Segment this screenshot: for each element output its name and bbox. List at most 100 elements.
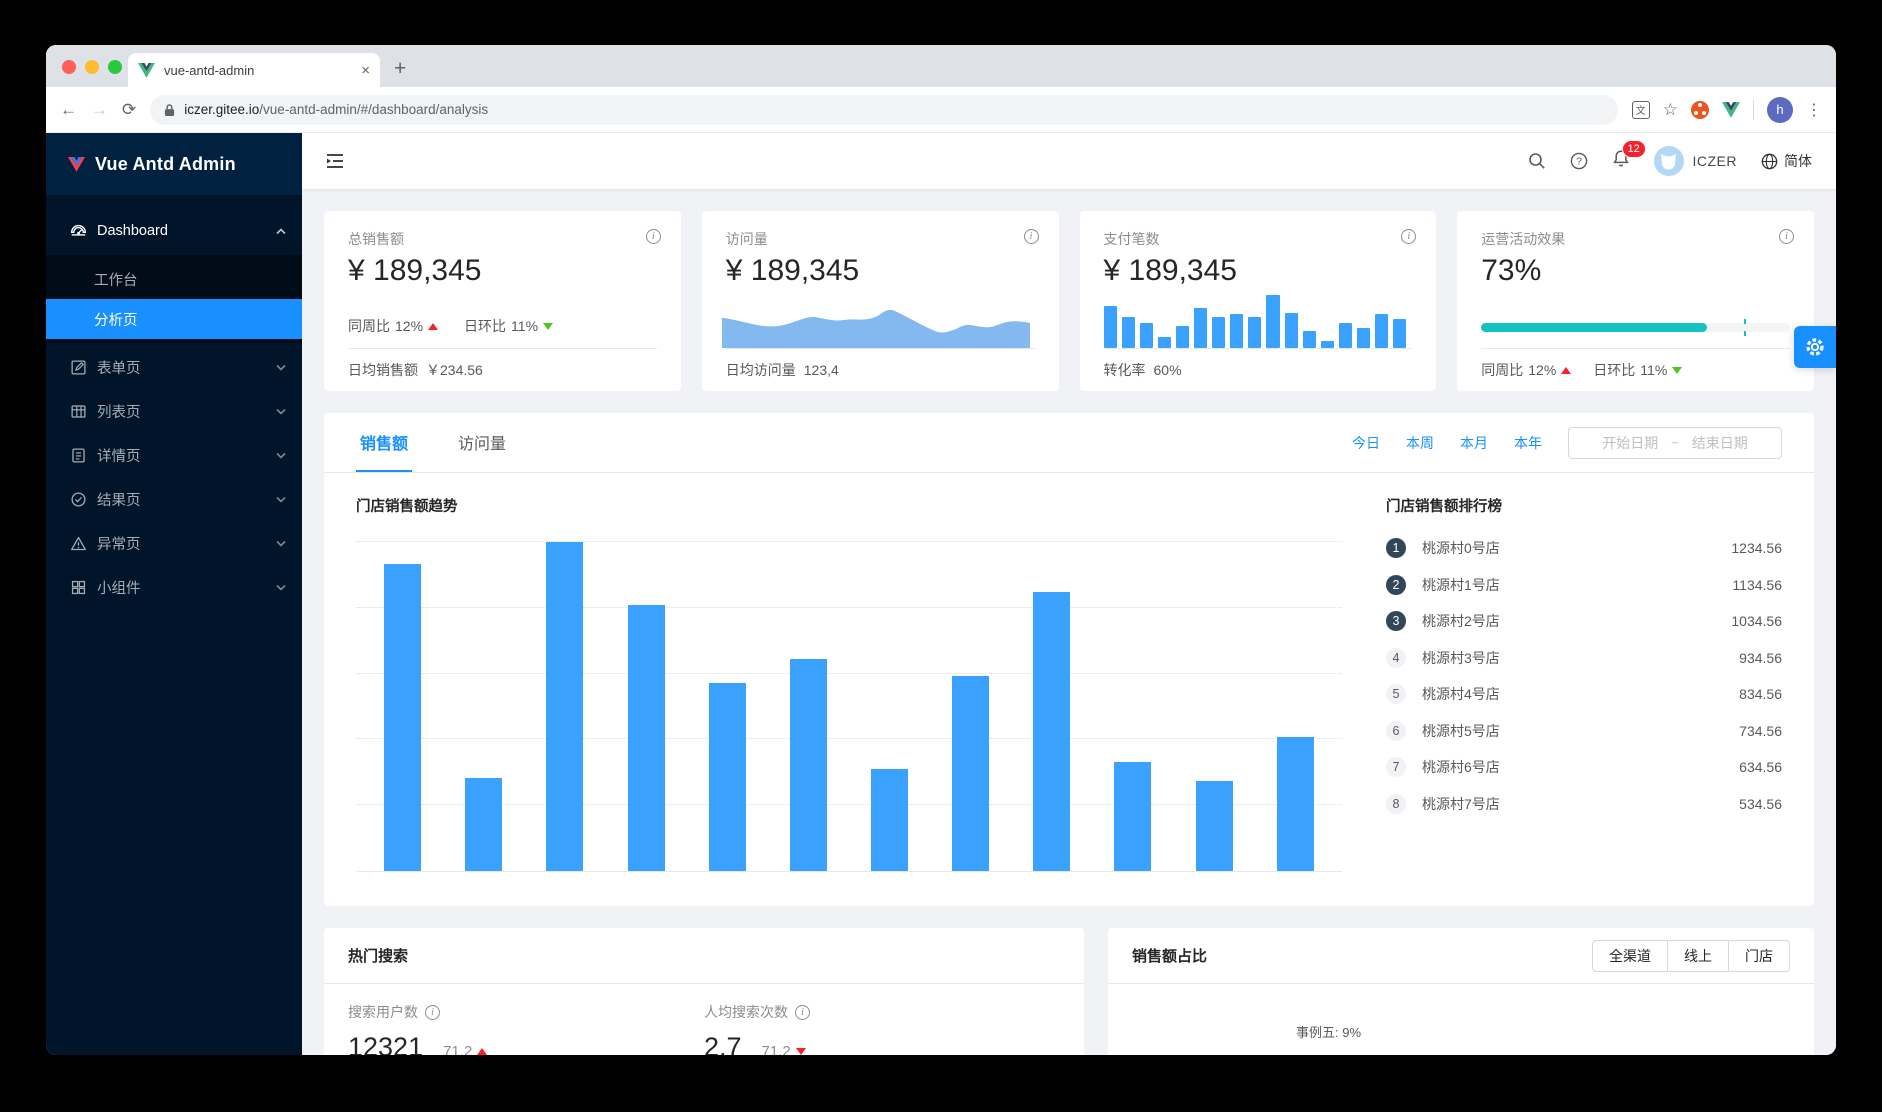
sidebar-item-label: 工作台 (94, 272, 138, 289)
sidebar-item-workplace[interactable]: 工作台 (46, 259, 302, 299)
info-icon[interactable]: i (645, 229, 661, 244)
date-separator: ~ (1671, 435, 1679, 450)
chevron-down-icon (276, 364, 286, 371)
sidebar-item-exception[interactable]: 异常页 (46, 523, 302, 563)
sidebar-item-form[interactable]: 表单页 (46, 347, 302, 387)
user-menu[interactable]: ICZER (1653, 146, 1738, 176)
metric-value: 12321 (348, 1032, 424, 1055)
minimize-window-button[interactable] (85, 60, 99, 74)
mini-bar (1139, 322, 1153, 348)
trend-label: 同周比 (348, 318, 390, 334)
info-icon[interactable]: i (1401, 229, 1417, 244)
profile-icon (72, 447, 85, 463)
sales-bar (1033, 592, 1071, 871)
mini-bar (1157, 336, 1171, 348)
dashboard-icon (71, 224, 86, 236)
caret-down-icon (1672, 366, 1683, 374)
sidebar-item-result[interactable]: 结果页 (46, 479, 302, 519)
locale-switcher[interactable]: 简体 (1761, 151, 1812, 171)
translate-icon[interactable]: 文 (1631, 100, 1650, 119)
tab-sales[interactable]: 销售额 (356, 413, 413, 472)
browser-tab[interactable]: vue-antd-admin × (128, 53, 380, 87)
check-circle-icon (71, 491, 86, 507)
new-tab-button[interactable]: + (394, 57, 407, 80)
table-icon (71, 404, 86, 418)
start-date-input[interactable] (1593, 434, 1668, 451)
notifications-button[interactable]: 12 (1612, 140, 1646, 173)
browser-profile-avatar[interactable]: h (1767, 96, 1793, 123)
close-window-button[interactable] (62, 60, 76, 74)
mini-bar (1375, 314, 1389, 348)
activity-progress-fill (1481, 323, 1707, 332)
info-icon[interactable]: i (1023, 229, 1039, 244)
range-month-link[interactable]: 本月 (1460, 434, 1488, 451)
mini-bar (1266, 294, 1280, 348)
range-year-link[interactable]: 本年 (1514, 434, 1542, 451)
app-logo[interactable]: Vue Antd Admin (46, 133, 302, 195)
traffic-lights (62, 60, 122, 74)
sales-bar (1114, 762, 1152, 871)
activity-progress-target-marker (1743, 319, 1747, 324)
stat-footer-value: 123,4 (803, 362, 839, 378)
range-week-link[interactable]: 本周 (1406, 434, 1434, 451)
sidebar-item-detail[interactable]: 详情页 (46, 435, 302, 475)
trend-chart-title: 门店销售额趋势 (356, 499, 458, 515)
rank-row: 1 桃源村0号店 1234.56 (1386, 530, 1782, 567)
sidebar-item-widgets[interactable]: 小组件 (46, 567, 302, 607)
username: ICZER (1692, 153, 1737, 169)
metric-value: 2.7 (704, 1032, 742, 1055)
sales-bar (1276, 736, 1314, 871)
chevron-down-icon (276, 584, 286, 591)
rank-value: 534.56 (1739, 795, 1782, 812)
chevron-down-icon (276, 452, 286, 459)
tab-visits[interactable]: 访问量 (458, 435, 507, 453)
sidebar-item-list[interactable]: 列表页 (46, 391, 302, 431)
info-icon[interactable]: i (795, 1004, 810, 1020)
tab-close-icon[interactable]: × (361, 61, 370, 79)
url-bar[interactable]: iczer.gitee.io/vue-antd-admin/#/dashboar… (150, 94, 1618, 125)
vue-favicon-icon (138, 62, 155, 78)
search-per-user-metric: 人均搜索次数 i 2.7 71.2 (704, 1002, 1060, 1055)
mini-bar (1302, 331, 1316, 348)
mini-bar (1338, 322, 1353, 348)
lock-icon (165, 103, 175, 116)
channel-all-button[interactable]: 全渠道 (1592, 939, 1668, 972)
sales-bar (384, 563, 422, 871)
browser-menu-icon[interactable]: ⋮ (1806, 101, 1822, 119)
sidebar-item-dashboard[interactable]: Dashboard (46, 211, 302, 251)
metric-trend: 71.2 (761, 1043, 791, 1055)
rank-row: 3 桃源村2号店 1034.56 (1386, 603, 1782, 640)
settings-fab-button[interactable] (1794, 326, 1836, 368)
payments-mini-bar-chart (1103, 292, 1407, 348)
help-icon[interactable]: ? (1570, 152, 1588, 170)
sales-bar (627, 605, 665, 871)
end-date-input[interactable] (1682, 434, 1757, 451)
rank-value: 1234.56 (1731, 540, 1782, 557)
range-today-link[interactable]: 今日 (1352, 434, 1380, 451)
chevron-down-icon (276, 540, 286, 547)
browser-window: vue-antd-admin × + ← → ⟳ iczer.gitee.io/… (46, 45, 1836, 1055)
maximize-window-button[interactable] (108, 60, 122, 74)
bookmark-star-icon[interactable]: ☆ (1662, 99, 1678, 119)
rank-badge: 3 (1386, 611, 1406, 632)
url-path: /vue-antd-admin/#/dashboard/analysis (259, 101, 489, 117)
mini-bar (1248, 317, 1262, 348)
sales-bar (708, 683, 746, 871)
stat-card-total-sales: 总销售额 i ¥ 189,345 同周比 12% 日环比 11% 日均销售额 ￥234… (324, 211, 681, 391)
menu-fold-icon[interactable] (326, 153, 344, 169)
rank-badge: 5 (1386, 684, 1406, 705)
mini-bar (1320, 341, 1334, 348)
search-icon[interactable] (1528, 152, 1546, 170)
info-icon[interactable]: i (1779, 229, 1794, 244)
rank-row: 8 桃源村7号店 534.56 (1386, 786, 1782, 823)
channel-store-button[interactable]: 门店 (1729, 939, 1790, 972)
sidebar-item-analysis[interactable]: 分析页 (46, 299, 302, 339)
rank-row: 2 桃源村1号店 1134.56 (1386, 567, 1782, 604)
date-range-picker[interactable]: ~ (1568, 426, 1782, 459)
channel-online-button[interactable]: 线上 (1668, 939, 1729, 972)
reload-icon[interactable]: ⟳ (122, 99, 137, 119)
back-icon[interactable]: ← (60, 99, 77, 119)
extension-orange-icon[interactable] (1691, 100, 1709, 119)
info-icon[interactable]: i (425, 1004, 440, 1020)
vue-devtools-icon[interactable] (1722, 101, 1740, 118)
